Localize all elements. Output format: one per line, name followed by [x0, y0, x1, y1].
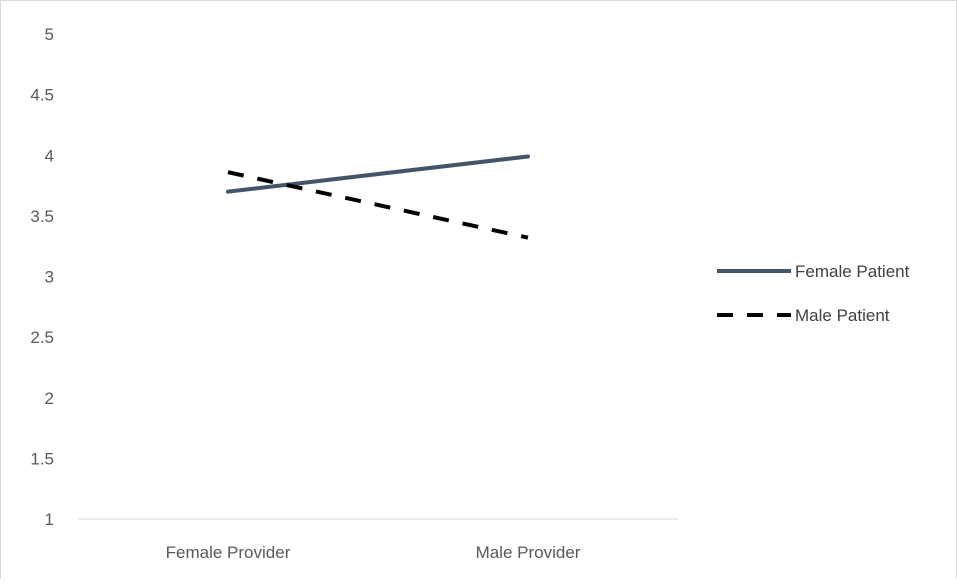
x-tick-label: Female Provider — [166, 543, 291, 562]
x-tick-label: Male Provider — [476, 543, 581, 562]
y-tick-label: 4 — [45, 146, 54, 165]
legend-label: Male Patient — [795, 306, 890, 325]
series-line-female-patient — [226, 154, 530, 194]
y-tick-label: 5 — [45, 25, 54, 44]
x-axis-tick-labels: Female Provider Male Provider — [166, 543, 581, 562]
y-tick-label: 2 — [45, 389, 54, 408]
y-tick-label: 2.5 — [30, 328, 54, 347]
y-axis-tick-labels: 1 1.5 2 2.5 3 3.5 4 4.5 5 — [30, 25, 54, 529]
series-line-male-patient — [227, 170, 529, 240]
legend-label: Female Patient — [795, 262, 910, 281]
y-tick-label: 3.5 — [30, 207, 54, 226]
legend: Female Patient Male Patient — [717, 262, 910, 325]
y-tick-label: 4.5 — [30, 86, 54, 105]
y-tick-label: 3 — [45, 268, 54, 287]
y-tick-label: 1 — [45, 510, 54, 529]
y-tick-label: 1.5 — [30, 449, 54, 468]
series-lines — [226, 154, 530, 240]
